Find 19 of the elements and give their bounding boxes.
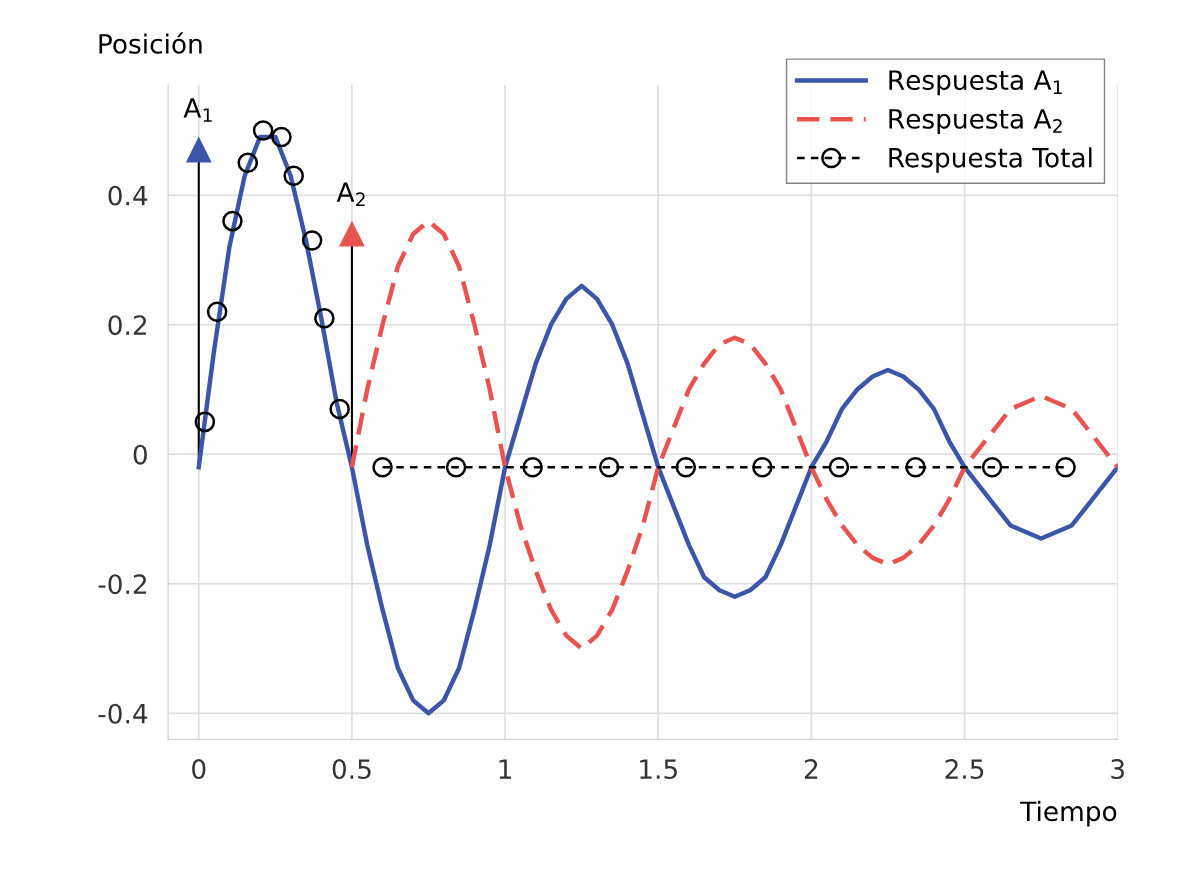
y-axis-title: Posición [99, 32, 202, 54]
y-tick-label: 0 [133, 444, 147, 465]
x-tick-label: 2 [804, 759, 818, 779]
x-axis-title: Tiempo [1020, 800, 1117, 827]
x-tick-label: 1.5 [640, 759, 677, 780]
x-tick-label: 0.5 [332, 759, 371, 780]
y-tick-label: 0.2 [108, 315, 147, 336]
y-tick-label: 0.4 [108, 185, 148, 206]
annotation: A$_{2}$ [336, 182, 365, 207]
legend-label: Respuesta A$_{2}$ [889, 109, 1062, 134]
x-tick-label: 0 [192, 759, 206, 780]
legend-label: Respuesta Total [889, 147, 1092, 173]
x-tick-label: 1 [499, 759, 512, 779]
y-tick-label: -0.2 [98, 574, 147, 595]
legend-label: Respuesta A$_{1}$ [889, 70, 1062, 96]
x-tick-label: 3 [1111, 759, 1124, 780]
annotation: A$_{1}$ [183, 98, 212, 122]
y-tick-label: -0.4 [98, 703, 148, 724]
x-tick-label: 2.5 [945, 759, 984, 780]
